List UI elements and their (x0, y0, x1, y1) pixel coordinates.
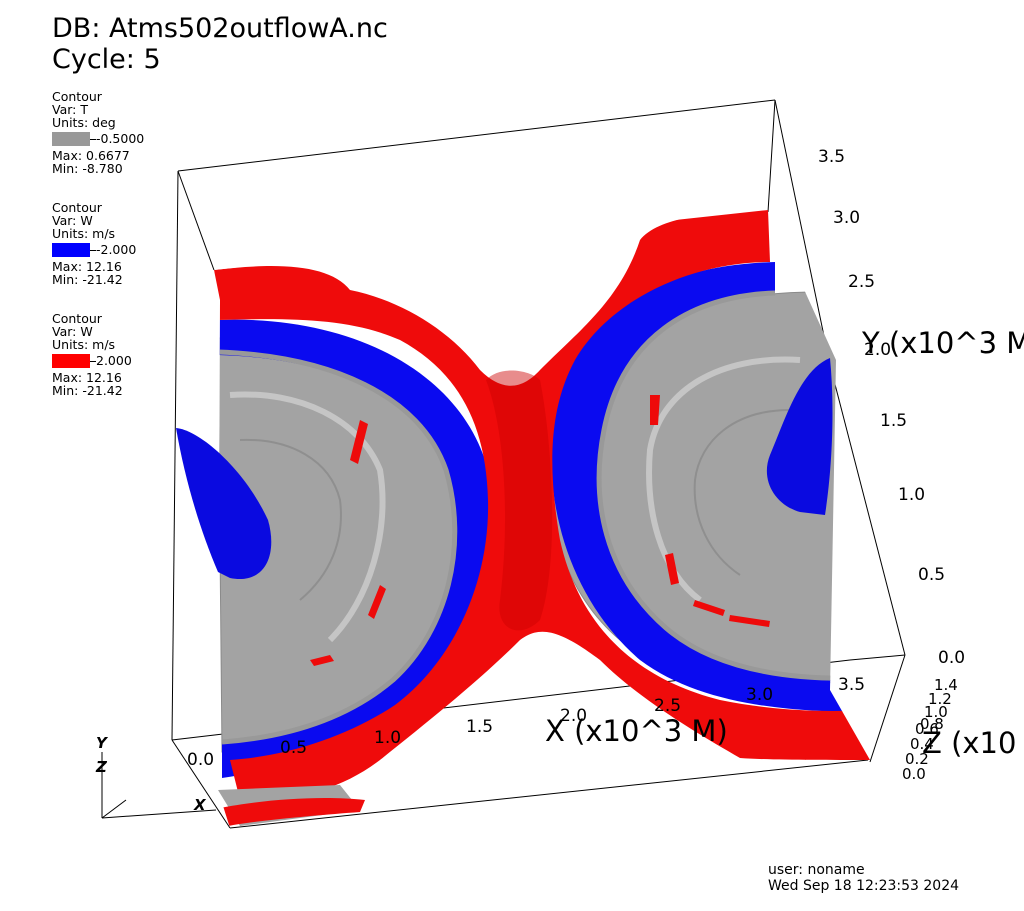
triad-y-label: Y (96, 734, 107, 752)
x-tick: 0.0 (187, 750, 215, 770)
z-axis-title: Z (x10 (922, 726, 1017, 760)
x-axis-title: X (x10^3 M) (545, 714, 728, 748)
z-tick: 0.4 (910, 735, 934, 753)
z-tick: 0.6 (915, 720, 939, 738)
y-tick: 2.0 (864, 340, 892, 360)
w-negative-lobe-right (766, 358, 833, 515)
x-tick: 2.0 (560, 706, 588, 726)
legend-max: Max: 12.16 (52, 370, 122, 385)
x-tick: 2.5 (654, 696, 682, 716)
legend-units: Units: m/s (52, 226, 116, 241)
z-tick: 0.8 (920, 715, 944, 733)
w-negative-isosurface-left (218, 319, 493, 778)
legend-plot-type: Contour (52, 200, 102, 215)
legend-level: -0.5000 (96, 131, 145, 146)
legend-swatch (52, 354, 90, 368)
z-tick: 1.4 (934, 676, 958, 694)
x-tick: 0.5 (280, 738, 308, 758)
x-tick: 3.0 (746, 685, 774, 705)
legend-variable: Var: W (52, 213, 93, 228)
legend-units: Units: deg (52, 115, 116, 130)
timestamp: Wed Sep 18 12:23:53 2024 (768, 878, 960, 894)
legend-level: 2.000 (96, 353, 132, 368)
legend-temperature: Contour Var: T Units: deg -0.5000 Max: 0… (52, 89, 144, 176)
y-tick: 0.0 (938, 648, 966, 668)
legend-max: Max: 0.6677 (52, 148, 130, 163)
legend-plot-type: Contour (52, 89, 102, 104)
w-positive-isosurface (214, 210, 870, 800)
y-tick: 1.5 (880, 411, 908, 431)
legend-swatch (52, 132, 90, 146)
y-tick: 2.5 (848, 272, 876, 292)
z-tick: 1.0 (924, 703, 948, 721)
database-title: DB: Atms502outflowA.nc (52, 13, 388, 44)
legend-max: Max: 12.16 (52, 259, 122, 274)
legend-w-negative: Contour Var: W Units: m/s -2.000 Max: 12… (52, 200, 136, 287)
triad-x-label: X (194, 796, 206, 814)
z-tick: 1.2 (928, 690, 952, 708)
y-axis-title: Y (x10^3 M (862, 326, 1024, 360)
legend-plot-type: Contour (52, 311, 102, 326)
x-tick: 3.5 (838, 675, 866, 695)
y-tick: 3.5 (818, 147, 846, 167)
w-negative-lobe-left (176, 428, 272, 580)
w-positive-fragments (310, 395, 770, 666)
legend-swatch (52, 243, 90, 257)
y-tick: 1.0 (898, 485, 926, 505)
legend-units: Units: m/s (52, 337, 116, 352)
legend-variable: Var: W (52, 324, 93, 339)
user-label: user: noname (768, 862, 865, 878)
legend-min: Min: -21.42 (52, 272, 123, 287)
legend-variable: Var: T (52, 102, 88, 117)
y-tick: 0.5 (918, 565, 946, 585)
x-tick: 1.0 (374, 728, 402, 748)
legend-w-positive: Contour Var: W Units: m/s 2.000 Max: 12.… (52, 311, 132, 398)
legend-min: Min: -21.42 (52, 383, 123, 398)
x-tick: 1.5 (466, 717, 494, 737)
legend-min: Min: -8.780 (52, 161, 123, 176)
w-negative-isosurface-right (551, 262, 865, 712)
cycle-label: Cycle: 5 (52, 44, 161, 75)
z-tick: 0.2 (905, 750, 929, 768)
legend-level: -2.000 (96, 242, 137, 257)
y-tick: 3.0 (833, 208, 861, 228)
z-tick: 0.0 (902, 765, 926, 783)
orientation-triad (101, 752, 217, 819)
triad-z-label: Z (96, 758, 107, 776)
